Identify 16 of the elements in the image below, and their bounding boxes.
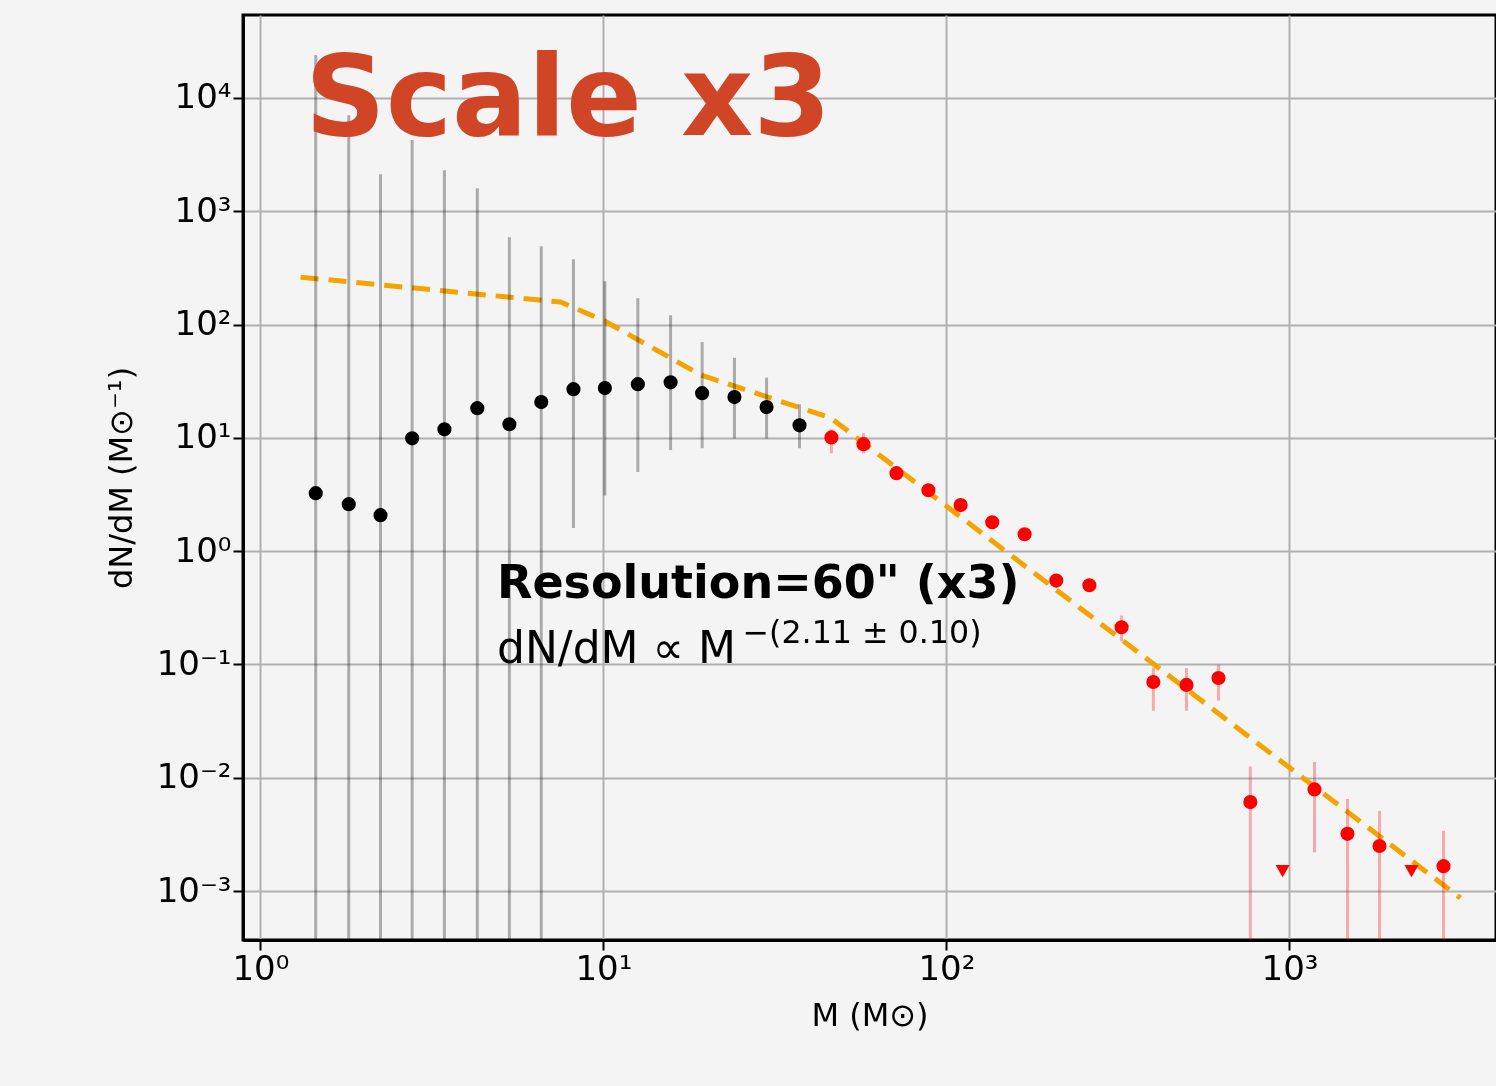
y-tick-label: 10² xyxy=(174,303,232,344)
x-axis-title: M (M⊙) xyxy=(811,995,929,1034)
y-tick-label: 10⁰ xyxy=(174,529,232,570)
x-tick-label: 10³ xyxy=(1261,947,1319,988)
x-tick-label: 10⁰ xyxy=(232,947,290,988)
y-tick-label: 10⁻³ xyxy=(156,869,232,910)
y-tick-label: 10⁴ xyxy=(174,76,232,117)
y-tick-label: 10³ xyxy=(174,189,232,230)
x-tick-label: 10¹ xyxy=(575,947,633,988)
y-tick-label: 10⁻² xyxy=(156,756,232,797)
y-tick-label: 10⁻¹ xyxy=(156,642,232,683)
chart-title: Scale x3 xyxy=(305,31,832,161)
x-tick-label: 10² xyxy=(918,947,976,988)
annotation: Resolution=60" (x3) xyxy=(497,555,1020,609)
y-axis-title: dN/dM (M⊙⁻¹) xyxy=(101,366,140,590)
y-tick-label: 10¹ xyxy=(174,416,232,457)
